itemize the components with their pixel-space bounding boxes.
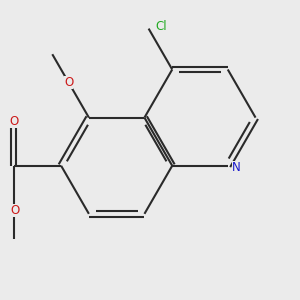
Text: O: O [9,115,19,128]
Text: N: N [232,161,240,174]
Text: O: O [64,76,74,89]
Text: O: O [11,204,20,217]
Text: Cl: Cl [156,20,167,33]
